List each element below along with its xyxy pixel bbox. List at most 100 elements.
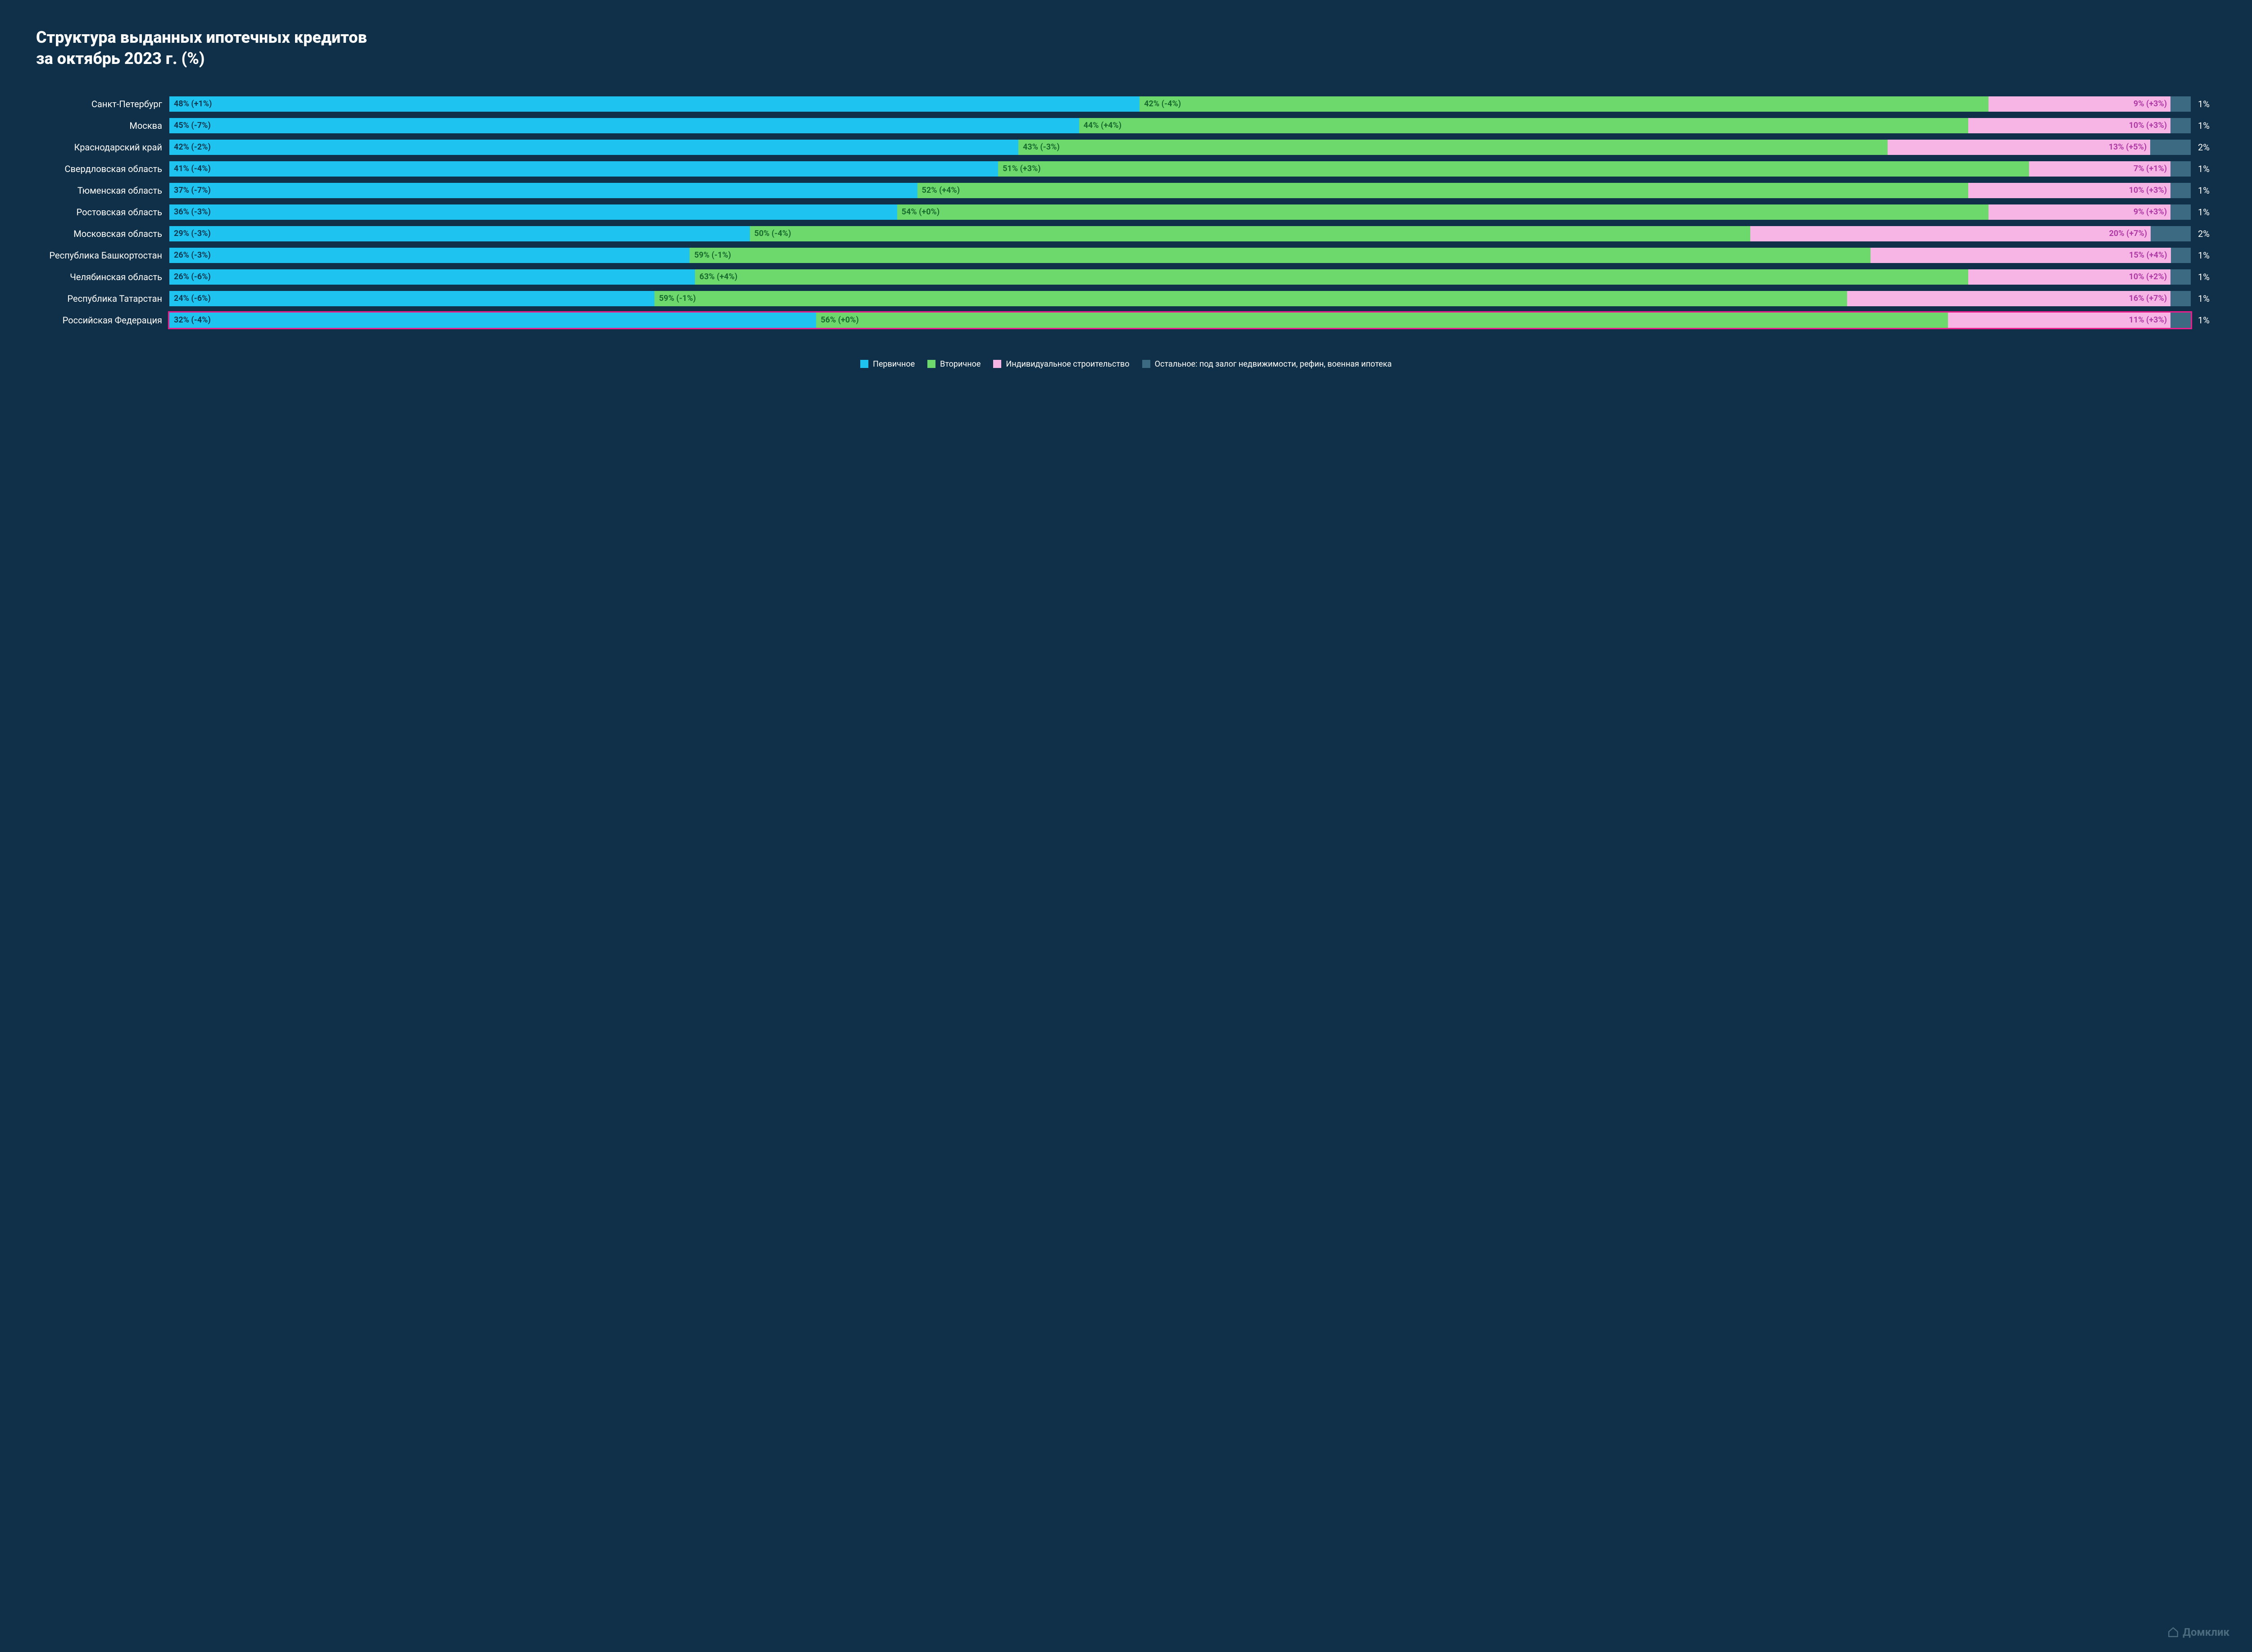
- segment-other: [2170, 118, 2191, 133]
- segment-other: [2171, 248, 2191, 263]
- segment-value: 10% (+3%): [2125, 186, 2167, 195]
- segment-value: 11% (+3%): [2125, 315, 2167, 325]
- legend-swatch: [927, 360, 935, 368]
- brand-logo: Домклик: [2167, 1626, 2229, 1638]
- trailing-value: 1%: [2198, 315, 2216, 326]
- segment-value: 51% (+3%): [998, 164, 1041, 173]
- segment-value: 43% (-3%): [1018, 142, 1060, 152]
- segment-primary: 29% (-3%): [169, 226, 750, 241]
- trailing-value: 1%: [2198, 293, 2216, 304]
- segment-primary: 45% (-7%): [169, 118, 1079, 133]
- row-label: Республика Башкортостан: [36, 250, 162, 261]
- legend-item: Индивидуальное строительство: [993, 359, 1129, 369]
- row-label: Ростовская область: [36, 207, 162, 218]
- trailing-value: 1%: [2198, 120, 2216, 131]
- segment-value: 63% (+4%): [695, 272, 738, 281]
- segment-individual: 15% (+4%): [1871, 248, 2171, 263]
- chart-row: Республика Татарстан24% (-6%)59% (-1%)16…: [36, 291, 2216, 306]
- segment-primary: 42% (-2%): [169, 140, 1018, 155]
- segment-secondary: 59% (-1%): [654, 291, 1847, 306]
- segment-other: [2170, 313, 2191, 328]
- segment-value: 37% (-7%): [169, 186, 211, 195]
- segment-other: [2170, 291, 2191, 306]
- segment-other: [2151, 226, 2191, 241]
- bar: 41% (-4%) 51% (+3%) 7% (+1%): [169, 161, 2191, 177]
- legend-label: Остальное: под залог недвижимости, рефин…: [1155, 359, 1392, 369]
- segment-value: 26% (-3%): [169, 250, 211, 260]
- segment-value: 52% (+4%): [917, 186, 960, 195]
- chart-row: Москва 45% (-7%) 44% (+4%) 10% (+3%) 1%: [36, 118, 2216, 133]
- title-line-2: за октябрь 2023 г. (%): [36, 49, 205, 68]
- row-label: Российская Федерация: [36, 315, 162, 326]
- segment-primary: 41% (-4%): [169, 161, 998, 177]
- logo-text: Домклик: [2183, 1626, 2229, 1638]
- segment-value: 45% (-7%): [169, 121, 211, 130]
- segment-value: 41% (-4%): [169, 164, 211, 173]
- segment-individual: 13% (+5%): [1888, 140, 2150, 155]
- trailing-value: 1%: [2198, 207, 2216, 218]
- chart-row: Ростовская область36% (-3%)54% (+0%)9% (…: [36, 204, 2216, 220]
- segment-secondary: 59% (-1%): [690, 248, 1871, 263]
- segment-value: 42% (-4%): [1140, 99, 1181, 109]
- legend-swatch: [860, 360, 868, 368]
- segment-value: 15% (+4%): [2125, 250, 2167, 260]
- segment-value: 10% (+2%): [2125, 272, 2167, 281]
- row-label: Санкт-Петербург: [36, 99, 162, 109]
- segment-value: 42% (-2%): [169, 142, 211, 152]
- segment-value: 24% (-6%): [169, 294, 211, 303]
- segment-secondary: 50% (-4%): [750, 226, 1751, 241]
- trailing-value: 1%: [2198, 99, 2216, 109]
- chart-row: Краснодарский край 42% (-2%) 43% (-3%) 13% …: [36, 140, 2216, 155]
- segment-value: 26% (-6%): [169, 272, 211, 281]
- segment-individual: 10% (+3%): [1968, 183, 2170, 198]
- segment-other: [2170, 161, 2191, 177]
- chart-row: Российская Федерация 32% (-4%) 56% (+0%) 11…: [36, 313, 2216, 328]
- house-icon: [2167, 1626, 2179, 1638]
- segment-secondary: 44% (+4%): [1079, 118, 1969, 133]
- segment-value: 44% (+4%): [1079, 121, 1122, 130]
- segment-value: 59% (-1%): [690, 250, 731, 260]
- segment-value: 36% (-3%): [169, 207, 211, 217]
- segment-secondary: 52% (+4%): [917, 183, 1969, 198]
- segment-individual: 16% (+7%): [1847, 291, 2170, 306]
- segment-other: [2170, 96, 2191, 112]
- segment-value: 59% (-1%): [654, 294, 696, 303]
- legend-swatch: [993, 360, 1001, 368]
- row-label: Краснодарский край: [36, 142, 162, 153]
- bar: 32% (-4%) 56% (+0%) 11% (+3%): [169, 313, 2191, 328]
- bar: 26% (-3%) 59% (-1%) 15% (+4%): [169, 248, 2191, 263]
- chart-row: Санкт-Петербург 48% (+1%) 42% (-4%) 9% (+3%…: [36, 96, 2216, 112]
- segment-primary: 32% (-4%): [169, 313, 816, 328]
- row-label: Московская область: [36, 228, 162, 239]
- segment-value: 56% (+0%): [816, 315, 859, 325]
- row-label: Москва: [36, 120, 162, 131]
- bar: 36% (-3%)54% (+0%)9% (+3%): [169, 204, 2191, 220]
- row-label: Челябинская область: [36, 272, 162, 282]
- segment-value: 16% (+7%): [2125, 294, 2167, 303]
- segment-secondary: 54% (+0%): [897, 204, 1989, 220]
- bar: 26% (-6%) 63% (+4%) 10% (+2%): [169, 269, 2191, 285]
- legend-label: Индивидуальное строительство: [1006, 359, 1129, 369]
- trailing-value: 2%: [2198, 142, 2216, 153]
- segment-value: 7% (+1%): [2129, 164, 2167, 173]
- legend-item: Вторичное: [927, 359, 981, 369]
- segment-value: 48% (+1%): [169, 99, 212, 109]
- trailing-value: 1%: [2198, 163, 2216, 174]
- chart-title: Структура выданных ипотечных кредитов за…: [36, 27, 2216, 69]
- bar: 37% (-7%) 52% (+4%) 10% (+3%): [169, 183, 2191, 198]
- segment-individual: 10% (+2%): [1968, 269, 2170, 285]
- chart-row: Свердловская область 41% (-4%) 51% (+3%) 7%…: [36, 161, 2216, 177]
- trailing-value: 2%: [2198, 228, 2216, 239]
- chart-row: Тюменская область37% (-7%)52% (+4%)10% (…: [36, 183, 2216, 198]
- legend: ПервичноеВторичноеИндивидуальное строите…: [36, 359, 2216, 369]
- segment-primary: 36% (-3%): [169, 204, 897, 220]
- segment-value: 50% (-4%): [750, 229, 791, 238]
- bar: 24% (-6%) 59% (-1%) 16% (+7%): [169, 291, 2191, 306]
- trailing-value: 1%: [2198, 185, 2216, 196]
- segment-value: 9% (+3%): [2129, 99, 2167, 109]
- segment-secondary: 43% (-3%): [1018, 140, 1888, 155]
- segment-individual: 10% (+3%): [1968, 118, 2170, 133]
- segment-value: 32% (-4%): [169, 315, 211, 325]
- legend-item: Остальное: под залог недвижимости, рефин…: [1142, 359, 1392, 369]
- row-label: Свердловская область: [36, 163, 162, 174]
